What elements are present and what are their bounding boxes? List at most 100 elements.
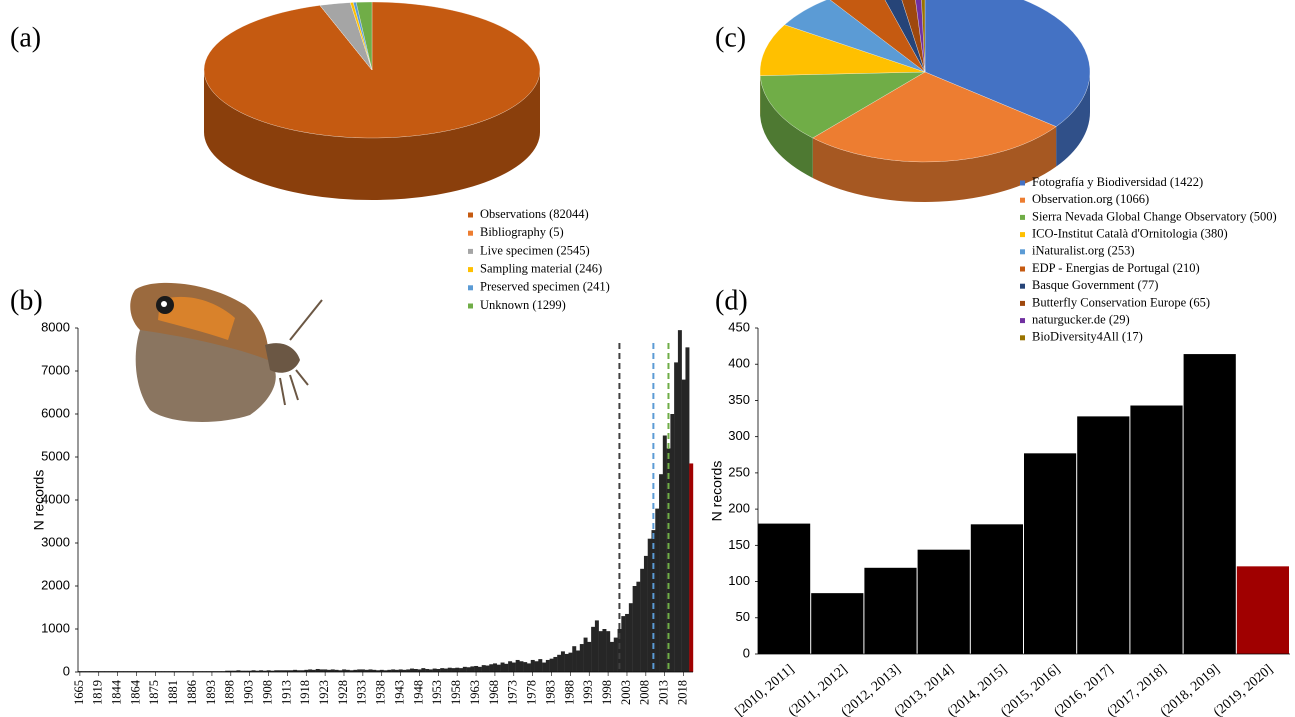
y-tick-label: 7000 [41,362,70,377]
y-tick-label: 150 [728,537,750,552]
bar [670,414,674,672]
y-tick-label: 200 [728,501,750,516]
legend-swatch [1020,181,1025,186]
x-tick-label: 1973 [506,680,520,705]
x-tick-label: 1844 [109,679,123,705]
bar [864,568,916,654]
bar [436,669,440,672]
bar [674,362,678,672]
bar [474,666,478,672]
legend-swatch [1020,249,1025,254]
x-tick-label: 1665 [72,680,86,705]
bar [512,663,516,672]
bar [685,347,689,672]
x-tick-label: 1933 [355,680,369,705]
legend-label: iNaturalist.org (253) [1032,244,1135,258]
bar [508,661,512,672]
legend-swatch [1020,215,1025,220]
bar [531,660,535,672]
x-tick-label: 1913 [279,680,293,705]
y-tick-label: 300 [728,428,750,443]
legend-swatch [1020,318,1025,323]
x-tick-label: 1943 [392,680,406,705]
y-tick-label: 450 [728,319,750,334]
bar [682,380,686,672]
legend-label: Basque Government (77) [1032,278,1158,292]
legend-label: Preserved specimen (241) [480,280,610,294]
bar [493,663,497,672]
y-tick-label: 3000 [41,534,70,549]
x-tick-label: 1968 [487,680,501,705]
x-tick-label: 2018 [675,680,689,705]
x-tick-label: 1875 [147,680,161,705]
x-tick-label: 1978 [525,680,539,705]
bar [568,653,572,672]
legend-swatch [468,249,473,254]
bar [455,668,459,672]
bar [636,582,640,672]
x-tick-label: 1963 [468,680,482,705]
bar [644,556,648,672]
bar [501,663,505,672]
bar [640,569,644,672]
bar [433,669,437,672]
y-tick-label: 6000 [41,405,70,420]
bar [463,667,467,672]
bar [1130,406,1182,654]
legend-label: Butterfly Conservation Europe (65) [1032,295,1210,309]
x-tick-label: 1893 [204,680,218,705]
x-tick-label: 1903 [242,680,256,705]
y-tick-label: 0 [743,645,750,660]
y-tick-label: 50 [736,609,750,624]
legend-label: Bibliography (5) [480,225,564,239]
x-tick-label: 1819 [91,680,105,705]
x-tick-label: 1864 [128,679,142,705]
x-tick-label: 1953 [430,680,444,705]
bar [467,667,471,672]
bar [633,586,637,672]
bar [625,614,629,672]
x-tick-label: 1958 [449,680,463,705]
legend-label: EDP - Energias de Portugal (210) [1032,261,1200,275]
bar [629,603,633,672]
bar [504,664,508,672]
bar [542,663,546,672]
bar [602,629,606,672]
x-tick-label: 2013 [657,680,671,705]
bar [1077,416,1129,654]
bar [538,659,542,672]
figure: Observations (82044)Bibliography (5)Live… [0,0,1295,717]
y-tick-label: 0 [63,663,70,678]
bar [535,661,539,672]
x-tick-label: 1898 [223,680,237,705]
bar [448,668,452,672]
x-tick-label: 1983 [543,680,557,705]
y-tick-label: 350 [728,392,750,407]
bar [663,436,667,673]
legend-label: Observations (82044) [480,207,589,221]
x-tick-label: 1928 [336,680,350,705]
page: {"chart_data": [ {"type": "pie", "panel_… [0,0,1295,717]
legend-swatch [1020,301,1025,306]
bar [599,631,603,672]
bar [587,642,591,672]
bar [572,646,576,672]
bar [523,662,527,672]
bar [621,616,625,672]
legend-swatch [468,304,473,309]
x-tick-label: 1988 [562,680,576,705]
x-tick-label: 1886 [185,680,199,705]
legend-label: Sampling material (246) [480,261,602,275]
bar [651,530,655,672]
legend-swatch [1020,198,1025,203]
butterfly-illustration [130,283,322,422]
bar [410,669,414,672]
y-tick-label: 5000 [41,448,70,463]
bar [811,593,863,654]
bar [576,651,580,673]
bar [580,644,584,672]
x-tick-label: 1993 [581,680,595,705]
y-tick-label: 100 [728,573,750,588]
bar [610,642,614,672]
bar [655,509,659,672]
